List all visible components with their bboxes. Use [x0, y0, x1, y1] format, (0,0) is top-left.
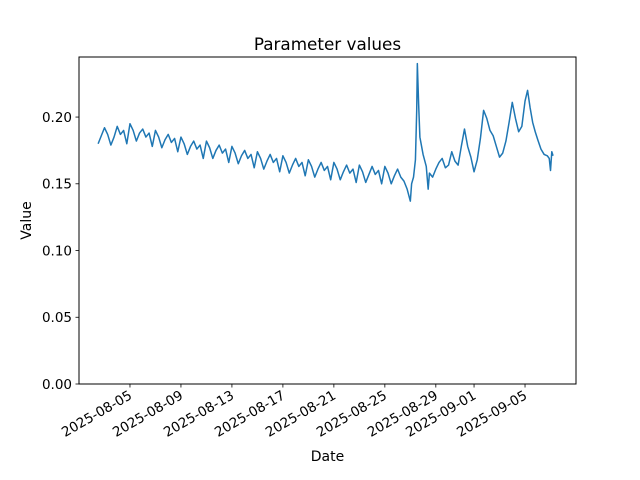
data-series-line — [97, 62, 554, 202]
y-tick-label: 0.00 — [42, 377, 72, 393]
x-axis-ticks: 2025-08-052025-08-092025-08-132025-08-17… — [59, 384, 530, 441]
y-tick-label: 0.20 — [42, 110, 72, 126]
y-tick-label: 0.10 — [42, 243, 72, 259]
x-axis-label: Date — [311, 449, 344, 465]
plot-area — [78, 56, 577, 385]
y-tick-label: 0.15 — [42, 177, 72, 193]
y-axis-ticks: 0.00 0.05 0.10 0.15 0.20 — [42, 110, 79, 393]
y-axis-label: Value — [19, 201, 35, 239]
chart-title: Parameter values — [254, 34, 401, 54]
y-tick-label: 0.05 — [42, 310, 72, 326]
